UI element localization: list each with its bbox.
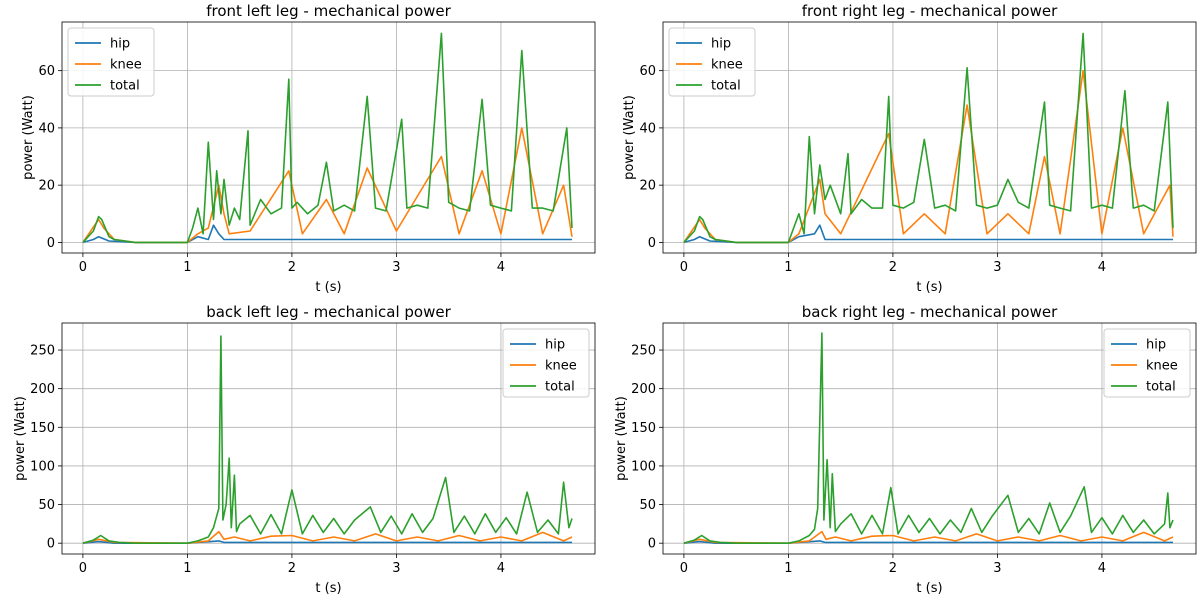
- axes-frame: [61, 322, 596, 555]
- legend-label-knee: knee: [711, 58, 743, 73]
- series-line-hip: [683, 224, 1173, 244]
- legend-label-total: total: [545, 380, 575, 395]
- y-tick-label: 250: [631, 344, 656, 359]
- series-line-total: [683, 32, 1174, 244]
- y-tick-label: 20: [639, 179, 656, 194]
- x-tick-label: 2: [288, 561, 296, 576]
- x-tick-label: 3: [993, 260, 1001, 275]
- axes-frame: [662, 21, 1197, 254]
- legend-label-total: total: [1146, 380, 1176, 395]
- y-tick-label: 40: [639, 121, 656, 136]
- y-tick-label: 60: [639, 64, 656, 79]
- x-tick-label: 3: [993, 561, 1001, 576]
- x-tick-label: 2: [288, 260, 296, 275]
- y-tick-label: 40: [38, 121, 55, 136]
- y-axis-label: power (Watt): [622, 95, 637, 180]
- x-tick-label: 4: [497, 561, 505, 576]
- legend-label-total: total: [110, 79, 140, 94]
- y-tick-label: 250: [30, 344, 55, 359]
- x-tick-label: 4: [1098, 561, 1106, 576]
- chart-back-left-leg: 0 1 2 3 4 0 50 100 150 200 250 back left leg - mech…: [13, 303, 596, 596]
- series-line-knee: [82, 530, 573, 545]
- x-tick-label: 3: [392, 260, 400, 275]
- y-axis-label: power (Watt): [614, 396, 629, 481]
- legend-label-knee: knee: [1146, 359, 1178, 374]
- legend-label-knee: knee: [110, 58, 142, 73]
- x-tick-label: 1: [183, 260, 191, 275]
- y-tick-label: 60: [38, 64, 55, 79]
- legend-box: [1103, 328, 1191, 398]
- x-tick-label: 0: [680, 260, 688, 275]
- x-tick-label: 4: [497, 260, 505, 275]
- y-tick-label: 100: [30, 459, 55, 474]
- x-tick-label: 2: [889, 260, 897, 275]
- y-tick-label: 0: [47, 236, 55, 251]
- legend-box: [67, 27, 155, 97]
- chart-title: front right leg - mechanical power: [802, 2, 1058, 20]
- chart-back-right-leg: 0 1 2 3 4 0 50 100 150 200 250 back right leg - mec…: [614, 303, 1197, 596]
- y-tick-label: 200: [30, 382, 55, 397]
- chart-title: front left leg - mechanical power: [206, 2, 451, 20]
- y-tick-label: 0: [648, 537, 656, 552]
- y-tick-label: 50: [38, 498, 55, 513]
- y-tick-label: 0: [47, 537, 55, 552]
- y-axis-label: power (Watt): [21, 95, 36, 180]
- series-line-total: [82, 335, 573, 545]
- axes-frame: [61, 21, 596, 254]
- x-axis-label: t (s): [916, 280, 942, 295]
- legend-label-knee: knee: [545, 359, 577, 374]
- y-tick-label: 100: [631, 459, 656, 474]
- x-tick-label: 3: [392, 561, 400, 576]
- legend-label-hip: hip: [110, 37, 130, 52]
- x-axis-label: t (s): [315, 581, 341, 596]
- x-tick-label: 1: [183, 561, 191, 576]
- y-tick-label: 200: [631, 382, 656, 397]
- x-tick-label: 0: [79, 260, 87, 275]
- x-tick-label: 2: [889, 561, 897, 576]
- y-tick-label: 20: [38, 179, 55, 194]
- x-axis-label: t (s): [315, 280, 341, 295]
- series-line-total: [82, 32, 573, 244]
- x-tick-label: 0: [680, 561, 688, 576]
- x-tick-label: 1: [784, 260, 792, 275]
- legend-box: [502, 328, 590, 398]
- x-tick-label: 1: [784, 561, 792, 576]
- x-tick-label: 4: [1098, 260, 1106, 275]
- x-axis-label: t (s): [916, 581, 942, 596]
- y-tick-label: 150: [30, 421, 55, 436]
- y-tick-label: 0: [648, 236, 656, 251]
- y-tick-label: 50: [639, 498, 656, 513]
- series-line-total: [683, 332, 1174, 545]
- y-tick-label: 150: [631, 421, 656, 436]
- chart-title: back right leg - mechanical power: [802, 303, 1058, 321]
- y-axis-label: power (Watt): [13, 396, 28, 481]
- series-line-hip: [82, 224, 572, 244]
- x-tick-label: 0: [79, 561, 87, 576]
- legend-label-hip: hip: [1146, 338, 1166, 353]
- legend-label-hip: hip: [545, 338, 565, 353]
- legend-box: [668, 27, 756, 97]
- axes-frame: [662, 322, 1197, 555]
- legend-label-hip: hip: [711, 37, 731, 52]
- legend-label-total: total: [711, 79, 741, 94]
- series-line-knee: [683, 530, 1174, 545]
- chart-title: back left leg - mechanical power: [206, 303, 451, 321]
